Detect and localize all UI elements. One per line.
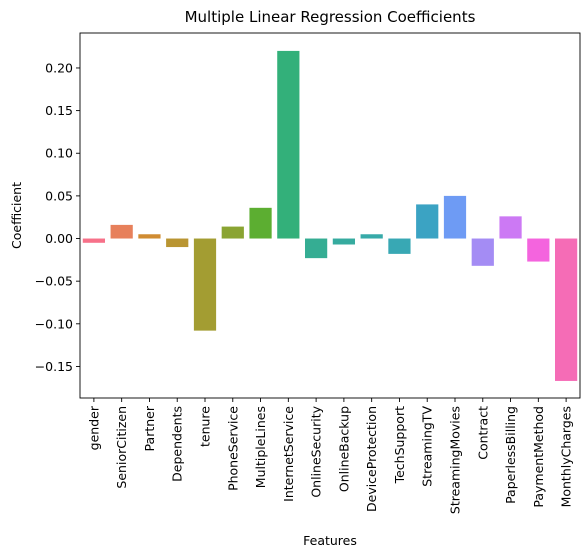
y-tick-label: 0.10 — [45, 146, 73, 161]
x-tick-label: Contract — [475, 406, 490, 460]
chart-title: Multiple Linear Regression Coefficients — [185, 8, 476, 26]
bar-gender — [82, 238, 105, 243]
x-tick-label: OnlineBackup — [336, 406, 351, 492]
bar-OnlineBackup — [332, 238, 355, 245]
bar-tenure — [193, 238, 217, 331]
x-tick-label: DeviceProtection — [364, 406, 379, 512]
x-tick-label: PhoneService — [225, 406, 240, 491]
x-tick-label: InternetService — [281, 406, 296, 502]
y-tick-label: 0.05 — [45, 188, 73, 203]
x-tick-label: SeniorCitizen — [114, 406, 129, 489]
y-tick-label: 0.00 — [45, 231, 73, 246]
x-tick-label: gender — [86, 405, 101, 450]
bar-StreamingTV — [416, 204, 439, 239]
y-ticks: −0.15 −0.10 −0.05 0.00 0.05 0.10 0.15 0.20 — [35, 60, 80, 374]
bar-Contract — [471, 238, 494, 266]
x-tick-label: PaymentMethod — [531, 406, 546, 508]
x-tick-label: OnlineSecurity — [309, 405, 324, 497]
x-tick-label: MonthlyCharges — [559, 406, 574, 507]
bar-Partner — [138, 234, 161, 239]
x-tick-label: PaperlessBilling — [503, 406, 518, 504]
x-tick-label: Dependents — [170, 406, 185, 482]
y-axis-title: Coefficient — [9, 182, 24, 249]
x-tick-label: StreamingTV — [420, 406, 435, 487]
bar-DeviceProtection — [360, 234, 383, 239]
x-tick-label: MultipleLines — [253, 406, 268, 488]
y-tick-label: −0.15 — [35, 359, 73, 374]
bar-Dependents — [166, 238, 189, 248]
x-tick-label: Partner — [142, 405, 157, 451]
axes-group — [79, 32, 581, 399]
y-tick-label: −0.10 — [35, 316, 73, 331]
bar-OnlineSecurity — [305, 238, 328, 259]
bars-group — [82, 50, 578, 381]
x-axis-title: Features — [303, 533, 357, 548]
bar-TechSupport — [388, 238, 411, 254]
y-tick-label: 0.15 — [45, 103, 73, 118]
bar-PaperlessBilling — [499, 216, 522, 239]
x-tick-label: TechSupport — [392, 406, 407, 485]
bar-PaymentMethod — [527, 238, 550, 262]
x-ticks: gender SeniorCitizen Partner Dependents tenu… — [86, 398, 574, 514]
bar-SeniorCitizen — [110, 224, 133, 239]
y-tick-label: −0.05 — [35, 274, 73, 289]
y-tick-label: 0.20 — [45, 60, 73, 75]
x-tick-label: StreamingMovies — [448, 406, 463, 514]
bar-MonthlyCharges — [555, 238, 578, 381]
bar-PhoneService — [221, 226, 244, 239]
bar-StreamingMovies — [443, 195, 467, 239]
plot-frame — [79, 32, 581, 399]
x-tick-label: tenure — [198, 406, 213, 447]
bar-MultipleLines — [249, 207, 272, 239]
bar-InternetService — [277, 50, 300, 239]
